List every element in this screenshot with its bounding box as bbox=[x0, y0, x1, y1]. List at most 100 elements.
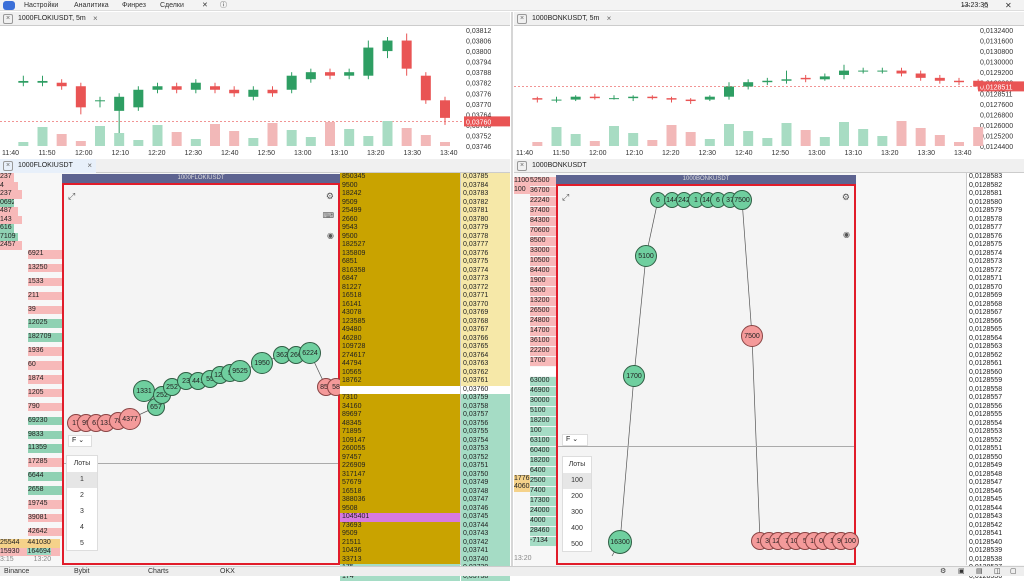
dom-tabbar: × 1000BONKUSDT bbox=[514, 159, 1024, 173]
time-tick: 12:40 bbox=[735, 150, 753, 157]
price-tick: 0,03800 bbox=[466, 49, 491, 56]
tab-floki-chart[interactable]: × 1000FLOKIUSDT, 5m × bbox=[0, 12, 86, 26]
trade-bubble[interactable]: 1700 bbox=[623, 365, 645, 387]
volume-cell: 8500 bbox=[530, 237, 556, 246]
lot-option[interactable]: 200 bbox=[563, 489, 591, 505]
lot-option[interactable]: 5 bbox=[67, 536, 97, 552]
trade-bubble[interactable]: 7500 bbox=[741, 325, 763, 347]
lot-option[interactable]: 100 bbox=[563, 473, 591, 489]
price-cell: 0,03776 bbox=[461, 250, 510, 259]
minimize-icon[interactable]: — bbox=[962, 0, 970, 11]
lots-title: Лоты bbox=[67, 456, 97, 472]
volume-cell: 6400 bbox=[530, 467, 556, 476]
candlestick-chart-floki[interactable]: 0,038120,038060,038000,037940,037880,037… bbox=[0, 26, 510, 158]
tab-bonk-dom[interactable]: × 1000BONKUSDT bbox=[514, 159, 610, 173]
volume-bar bbox=[383, 121, 393, 146]
time-tick: 12:20 bbox=[662, 150, 680, 157]
price-cell: 0,03779 bbox=[461, 224, 510, 233]
price-cell: 0,0128541 bbox=[967, 530, 1024, 539]
help-icon[interactable]: ⓘ bbox=[220, 0, 227, 11]
time-tick: 12:30 bbox=[699, 150, 717, 157]
strip-cell: 1533 bbox=[28, 278, 62, 287]
candle-body bbox=[421, 76, 431, 101]
price-cell: 0,03764 bbox=[461, 352, 510, 361]
price-cell: 0,03763 bbox=[461, 360, 510, 369]
book-row: 109147 bbox=[340, 437, 460, 446]
volume-cell: 4000 bbox=[530, 517, 556, 526]
filter-select[interactable]: F ⌄ bbox=[68, 435, 92, 447]
candle-body bbox=[57, 83, 67, 87]
lot-option[interactable]: 2 bbox=[67, 488, 97, 504]
lot-option[interactable]: 300 bbox=[563, 505, 591, 521]
candle-body bbox=[743, 82, 753, 86]
volume-cell: 5100 bbox=[530, 407, 556, 416]
tab-floki-dom[interactable]: × 1000FLOKIUSDT × bbox=[0, 159, 96, 173]
maximize-icon[interactable]: □ bbox=[983, 0, 988, 11]
strip-cell: 39081 bbox=[28, 514, 62, 523]
trade-bubble[interactable]: 6224 bbox=[299, 342, 321, 364]
price-cell: 0,03777 bbox=[461, 241, 510, 250]
trade-bubble[interactable]: 100 bbox=[841, 532, 859, 550]
menu-analytics[interactable]: Аналитика bbox=[74, 0, 109, 11]
volume-bar bbox=[306, 137, 316, 146]
filter-select[interactable]: F ⌄ bbox=[562, 434, 588, 446]
footer-vals: 25544 441030 15930 164694 3:15 13:20 bbox=[0, 539, 62, 564]
close-tab-icon[interactable]: × bbox=[607, 12, 612, 26]
price-cell: 0,03769 bbox=[461, 309, 510, 318]
trade-bubble[interactable]: 4377 bbox=[119, 408, 141, 430]
price-tick: 0,03812 bbox=[466, 28, 491, 35]
strip-cell: 17285 bbox=[28, 458, 62, 467]
time-tick: 13:30 bbox=[918, 150, 936, 157]
price-cell: 0,03783 bbox=[461, 190, 510, 199]
trade-bubble[interactable]: 9525 bbox=[229, 360, 251, 382]
menu-deals[interactable]: Сделки bbox=[160, 0, 184, 11]
volume-bar bbox=[532, 142, 542, 146]
candlestick-chart-bonk[interactable]: 0,01324000,01316000,01308000,01300000,01… bbox=[514, 26, 1024, 158]
volume-cell: 36700 bbox=[530, 187, 556, 196]
lot-option[interactable]: 3 bbox=[67, 504, 97, 520]
candle-body bbox=[38, 81, 48, 83]
price-cell: 0,03762 bbox=[461, 369, 510, 378]
volume-bar bbox=[762, 138, 772, 146]
lot-option[interactable]: 4 bbox=[67, 520, 97, 536]
trade-bubble[interactable]: 16300 bbox=[608, 530, 632, 554]
price-cell: 0,03765 bbox=[461, 343, 510, 352]
lot-option[interactable]: 400 bbox=[563, 521, 591, 537]
mute-icon[interactable]: ✕ bbox=[202, 0, 208, 11]
price-cell: 0,0128576 bbox=[967, 233, 1024, 242]
trade-bubble[interactable]: 7500 bbox=[732, 190, 752, 210]
strip-cell: 4060 bbox=[514, 483, 530, 492]
close-tab-icon[interactable]: × bbox=[87, 159, 92, 173]
lot-option[interactable]: 1 bbox=[67, 472, 97, 488]
close-icon[interactable]: ✕ bbox=[1005, 0, 1012, 11]
price-tick: 0,0125200 bbox=[980, 133, 1013, 140]
trade-bubble[interactable]: 1331 bbox=[133, 380, 155, 402]
candle-body bbox=[609, 98, 619, 99]
volume-cell: 63000 bbox=[530, 377, 556, 386]
trade-bubble[interactable]: 5100 bbox=[635, 245, 657, 267]
chart-tabbar: × 1000FLOKIUSDT, 5m × bbox=[0, 12, 510, 26]
strip-cell: 69230 bbox=[28, 417, 62, 426]
candle-body bbox=[532, 98, 542, 99]
tab-bonk-chart[interactable]: × 1000BONKUSDT, 5m × bbox=[514, 12, 599, 26]
menu-settings[interactable]: Настройки bbox=[24, 0, 58, 11]
close-tab-icon[interactable]: × bbox=[93, 12, 98, 26]
lot-option[interactable]: 500 bbox=[563, 537, 591, 553]
price-cell: 0,0128579 bbox=[967, 207, 1024, 216]
strip-cell bbox=[514, 398, 530, 407]
candle-body bbox=[628, 97, 638, 98]
candle-body bbox=[801, 78, 811, 79]
trade-bubble[interactable]: 1950 bbox=[251, 352, 273, 374]
price-cell: 0,0128539 bbox=[967, 547, 1024, 556]
menu-finres[interactable]: Финрез bbox=[122, 0, 146, 11]
volume-bar bbox=[344, 129, 354, 146]
panel-divider bbox=[511, 12, 513, 566]
volume-bar bbox=[133, 140, 143, 146]
candle-body bbox=[440, 100, 450, 118]
price-cell: 0,0128556 bbox=[967, 403, 1024, 412]
candle-body bbox=[839, 71, 849, 75]
